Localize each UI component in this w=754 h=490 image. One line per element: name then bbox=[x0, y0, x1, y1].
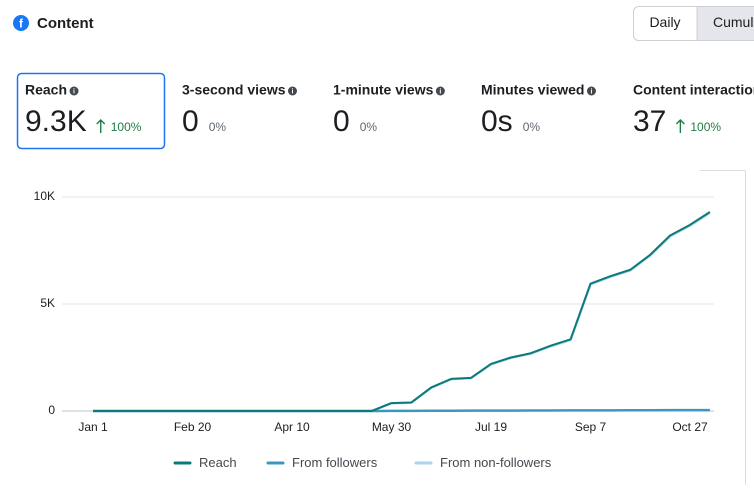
panel-border bbox=[700, 171, 746, 486]
legend-label: From followers bbox=[292, 455, 378, 470]
metric-label: Minutes viewed bbox=[481, 82, 584, 98]
metric-change: 0% bbox=[523, 120, 541, 134]
metric-label: 3-second views bbox=[182, 82, 286, 98]
metric-value: 0 bbox=[182, 105, 199, 138]
y-tick-label: 10K bbox=[34, 189, 55, 203]
metric-value: 37 bbox=[633, 105, 666, 138]
metric-change: 0% bbox=[209, 120, 227, 134]
page-title: Content bbox=[37, 15, 94, 32]
toggle-cumulative[interactable]: Cumulative bbox=[713, 14, 754, 30]
toggle-daily[interactable]: Daily bbox=[649, 14, 680, 30]
metric-value: 9.3K bbox=[25, 105, 87, 138]
metric-change: 100% bbox=[690, 120, 721, 134]
x-tick-label: May 30 bbox=[372, 420, 412, 434]
info-i: i bbox=[292, 88, 294, 95]
legend-label: From non-followers bbox=[440, 455, 552, 470]
metric-label: 1-minute views bbox=[333, 82, 434, 98]
x-tick-label: Jul 19 bbox=[475, 420, 507, 434]
y-tick-label: 5K bbox=[40, 296, 55, 310]
legend-label: Reach bbox=[199, 455, 237, 470]
info-i: i bbox=[73, 88, 75, 95]
metric-change: 0% bbox=[360, 120, 378, 134]
up-arrow bbox=[676, 120, 684, 133]
y-tick-label: 0 bbox=[48, 403, 55, 417]
x-tick-label: Feb 20 bbox=[174, 420, 212, 434]
x-tick-label: Sep 7 bbox=[575, 420, 607, 434]
metric-label: Content interactions bbox=[633, 82, 754, 98]
info-i: i bbox=[439, 88, 441, 95]
series-line bbox=[93, 213, 710, 411]
series-line bbox=[93, 212, 710, 411]
metric-value: 0s bbox=[481, 105, 513, 138]
metric-label: Reach bbox=[25, 82, 67, 98]
x-tick-label: Oct 27 bbox=[672, 420, 708, 434]
x-tick-label: Jan 1 bbox=[78, 420, 108, 434]
info-i: i bbox=[590, 88, 592, 95]
metric-value: 0 bbox=[333, 105, 350, 138]
metric-change: 100% bbox=[111, 120, 142, 134]
x-tick-label: Apr 10 bbox=[274, 420, 310, 434]
